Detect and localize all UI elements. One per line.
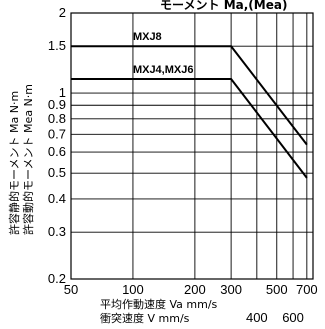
series-line [71,45,308,146]
x-tick-label-lower: 400 [246,310,268,325]
y-tick-label: 0.7 [48,126,66,141]
y-tick-label: 0.4 [48,191,66,206]
y-tick-label: 0.8 [48,111,66,126]
x-tick-label: 200 [184,282,206,297]
x-axis-label-2: 衝突速度 V mm/s [100,311,190,325]
x-tick-label: 700 [296,282,318,297]
y-tick-label: 0.3 [48,224,66,239]
y-tick-label: 1 [59,85,66,100]
y-tick-label: 0.2 [48,271,66,286]
x-tick-label: 500 [266,282,288,297]
y-tick-label: 1.5 [48,38,66,53]
y-tick-label: 0.9 [48,97,66,112]
x-tick-label: 50 [64,282,78,297]
y-axis-label: 許容静的モーメント Ma N·m [7,91,21,235]
x-tick-label: 100 [122,282,144,297]
y-tick-label: 0.5 [48,165,66,180]
y-axis-label-2: 許容動的モーメント Mea N·m [21,84,35,235]
plot-frame [70,12,314,280]
x-axis-label: 平均作動速度 Va mm/s [100,297,218,311]
x-tick-label-lower: 600 [282,310,304,325]
series-label: MXJ4,MXJ6 [133,64,194,76]
tick-labels: 2 1.5 10.90.80.7 0.6 0.5 0.4 0.3 0.250 100 200 300… [48,5,318,325]
series-label: MXJ8 [133,31,162,43]
grid-lines [70,12,313,280]
series-line [71,77,308,179]
data-series: MXJ8 MXJ4,MXJ6 [71,31,308,179]
y-tick-label: 0.6 [48,144,66,159]
x-tick-label: 300 [220,282,242,297]
y-tick-label: 2 [59,5,66,20]
chart-title: モーメント Ma,(Mea) [160,0,287,12]
